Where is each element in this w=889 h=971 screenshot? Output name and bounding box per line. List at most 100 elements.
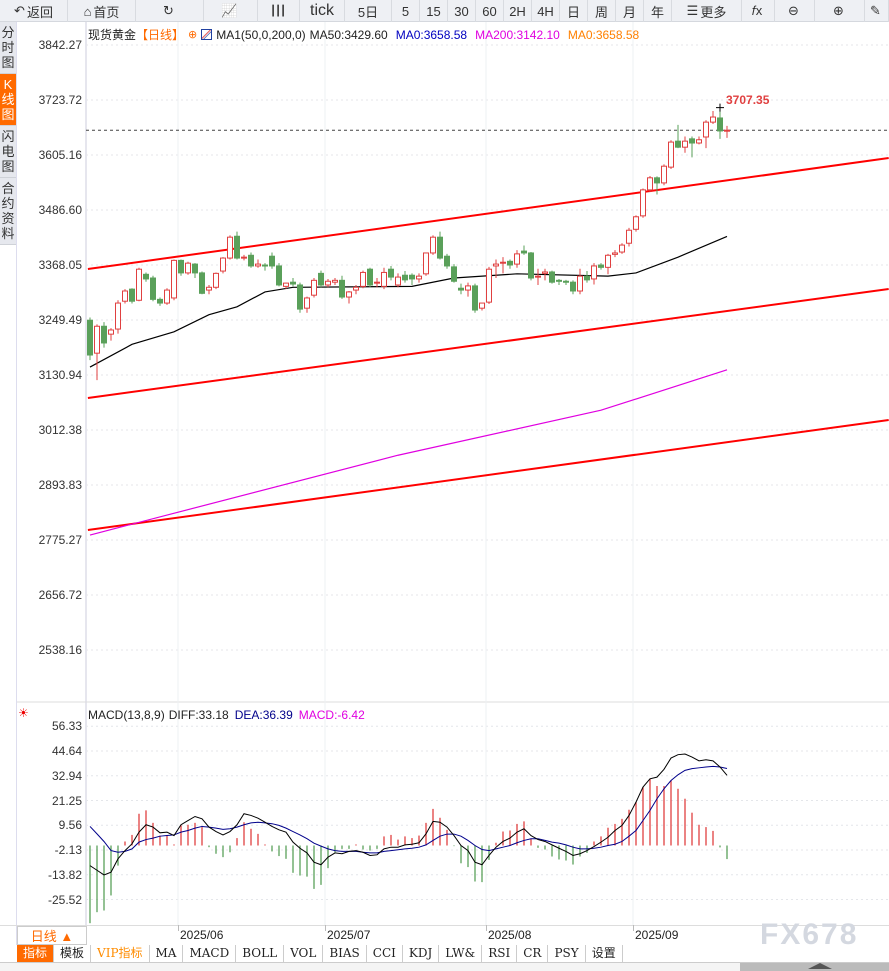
candle [346,291,352,304]
indicator-tab-BIAS[interactable]: BIAS [323,945,367,962]
candle [367,267,373,288]
high-marker-icon [716,103,724,112]
chart-legend: 现货黄金 【日线】 ⊕ MA1(50,0,200,0) MA50:3429.60… [88,26,639,43]
indicator-tab-RSI[interactable]: RSI [482,945,518,962]
candle-body [108,329,114,335]
price-tick: 2538.16 [38,643,82,657]
indicator-tab-VOL[interactable]: VOL [284,945,324,962]
candle-body [199,272,205,294]
toolbar-button-zoom-out[interactable]: ⊖ [775,0,815,22]
candle [507,259,513,269]
indicator-tab-KDJ[interactable]: KDJ [403,945,440,962]
candle [94,324,100,381]
candle [661,164,667,186]
toolbar-label: 月 [622,4,636,20]
indicator-icon[interactable] [201,29,213,40]
toolbar-button-月[interactable]: 月 [616,0,644,22]
view-switcher: 分时图 K线图 闪电图 合约资料 [0,22,16,245]
toolbar-button-zoom-in[interactable]: ⊕ [815,0,865,22]
candle [717,107,723,139]
candle [570,280,576,295]
candle [591,263,597,285]
candle [500,257,506,274]
toolbar-button-返回[interactable]: ↶ 返回 [0,0,68,22]
fx-icon: 𝑓x [751,3,763,18]
candle-body [318,272,324,286]
toolbar-button-60[interactable]: 60 [476,0,504,22]
price-tick: 3842.27 [38,38,82,52]
candle [430,235,436,255]
candle [339,275,345,299]
candle-body [269,255,275,267]
indicator-tab-LW&[interactable]: LW& [439,945,483,962]
indicator-tab-PSY[interactable]: PSY [548,945,586,962]
candle [724,125,730,138]
candle-body [332,279,338,283]
toolbar-button-bar-chart[interactable]: 📈 [204,0,258,22]
toolbar-button-首页[interactable]: ⌂ 首页 [68,0,136,22]
candle [521,245,527,255]
candle [234,231,240,260]
indicator-tabs: 指标 模板 VIP指标 MA MACD BOLL VOL BIAS CCI KDJ LW& RSI CR… [17,945,623,962]
kline-chart[interactable] [0,0,889,925]
toolbar-button-2H[interactable]: 2H [504,0,532,22]
toolbar-button-tick[interactable]: tick [300,0,345,22]
candle [675,124,681,149]
candle-body [472,285,478,311]
candle [276,263,282,287]
indicator-tab-VIP指标[interactable]: VIP指标 [91,945,150,962]
toolbar-button-更多[interactable]: ☰ 更多 [672,0,742,22]
candle [689,136,695,158]
indicator-tab-MA[interactable]: MA [150,945,184,962]
indicator-tab-模板[interactable]: 模板 [54,945,92,962]
toolbar-button-年[interactable]: 年 [644,0,672,22]
scrollbar-thumb[interactable] [740,963,889,971]
candle [479,302,485,311]
candle-body [241,256,247,259]
view-tab-3[interactable]: 合约资料 [0,178,16,245]
candle-body [360,271,366,287]
indicator-tab-CR[interactable]: CR [517,945,549,962]
macd-settings-icon[interactable]: ☀ [18,706,29,720]
toolbar-button-15[interactable]: 15 [420,0,448,22]
candle [122,289,128,304]
period-button[interactable]: 日线 ▲ [17,926,87,945]
scrollbar-track[interactable] [0,962,889,971]
toolbar-button-30[interactable]: 30 [448,0,476,22]
candle-body [157,298,163,304]
toolbar-button-refresh[interactable]: ↻ [136,0,204,22]
candle-body [549,271,555,283]
candle-body [290,281,296,285]
period-label: 【日线】 [136,28,185,42]
candle [318,270,324,288]
indicator-tab-BOLL[interactable]: BOLL [236,945,285,962]
candle-body [605,254,611,268]
toolbar-button-周[interactable]: 周 [588,0,616,22]
toolbar-button-fx[interactable]: 𝑓x [742,0,775,22]
candle-body [556,279,562,282]
candle [262,263,268,271]
view-tab-1[interactable]: K线图 [0,74,16,126]
candle-body [213,272,219,288]
toolbar-button-5日[interactable]: 5日 [345,0,392,22]
view-tab-0[interactable]: 分时图 [0,22,16,74]
indicator-tab-指标[interactable]: 指标 [17,945,55,962]
view-tab-2[interactable]: 闪电图 [0,126,16,178]
draw-icon: ✎ [870,3,881,18]
indicator-tab-CCI[interactable]: CCI [367,945,403,962]
diff-value: DIFF:33.18 [168,708,229,722]
price-tick: 2893.83 [38,477,82,492]
candle-body [640,189,646,217]
indicator-tab-MACD[interactable]: MACD [183,945,237,962]
candle [633,215,639,232]
add-indicator-icon[interactable]: ⊕ [188,29,198,41]
candle-body [633,216,639,230]
toolbar-button-candlestick[interactable]: ┃┃┃ [258,0,300,22]
candle [248,252,254,268]
toolbar-button-日[interactable]: 日 [560,0,588,22]
candle [283,282,289,290]
indicator-tab-设置[interactable]: 设置 [586,945,623,962]
macd-tick: 21.25 [51,793,82,808]
toolbar-button-5[interactable]: 5 [392,0,420,22]
toolbar-button-4H[interactable]: 4H [532,0,560,22]
